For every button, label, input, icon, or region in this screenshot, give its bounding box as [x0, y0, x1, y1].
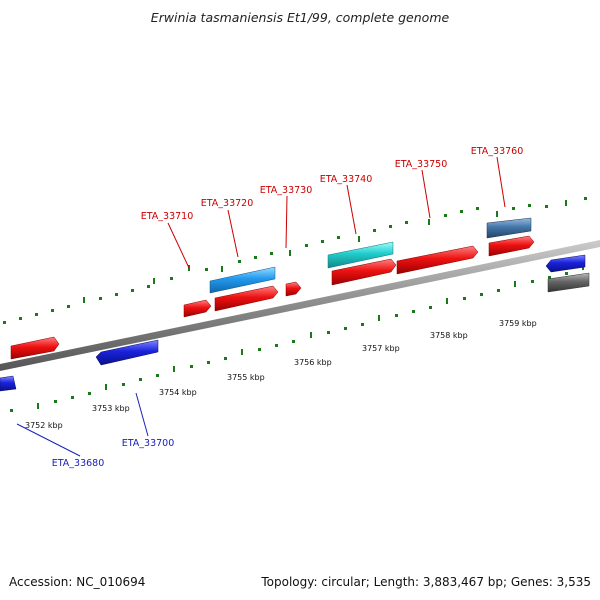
gene-arrow[interactable] [0, 375, 17, 392]
feature-block-cyan[interactable] [327, 241, 394, 269]
feature-block-gray[interactable] [547, 272, 590, 293]
accession-text: Accession: NC_010694 [9, 575, 145, 589]
feature-block-skyblue[interactable] [209, 266, 276, 294]
gene-label[interactable]: ETA_33710 [141, 211, 194, 222]
gene-label[interactable]: ETA_33740 [320, 174, 373, 185]
gene-label[interactable]: ETA_33700 [122, 438, 175, 449]
forward-tick-ring [3, 197, 587, 324]
gene-arrow[interactable] [545, 254, 586, 273]
label-leaders [16, 156, 506, 457]
gene-label[interactable]: ETA_33680 [52, 458, 105, 469]
tick-label-3759: 3759 kbp [499, 319, 537, 328]
feature-block-steel[interactable] [486, 217, 532, 239]
tick-label-3756: 3756 kbp [294, 358, 332, 367]
tick-label-3755: 3755 kbp [227, 373, 265, 382]
tick-label-3758: 3758 kbp [430, 331, 468, 340]
reverse-genes [0, 254, 586, 392]
gene-arrow[interactable] [183, 299, 212, 318]
map-title: Erwinia tasmaniensis Et1/99, complete ge… [151, 10, 450, 25]
gene-label[interactable]: ETA_33720 [201, 198, 254, 209]
other-features [209, 217, 590, 294]
gene-arrow[interactable] [95, 339, 159, 366]
gene-arrow[interactable] [396, 245, 479, 275]
gene-label[interactable]: ETA_33760 [471, 146, 524, 157]
gene-arrow[interactable] [488, 235, 535, 257]
tick-label-3757: 3757 kbp [362, 344, 400, 353]
tick-label-3753: 3753 kbp [92, 404, 130, 413]
forward-genes [10, 235, 535, 360]
gene-arrow[interactable] [285, 281, 302, 297]
gene-arrow[interactable] [10, 336, 60, 360]
tick-label-3754: 3754 kbp [159, 388, 197, 397]
genome-summary: Topology: circular; Length: 3,883,467 bp… [260, 575, 591, 589]
tick-label-3752: 3752 kbp [25, 421, 63, 430]
gene-arrow[interactable] [331, 258, 397, 286]
gene-arrow[interactable] [214, 285, 279, 312]
gene-label[interactable]: ETA_33730 [260, 185, 313, 196]
genome-backbone [0, 240, 600, 371]
scale-labels: 3752 kbp 3753 kbp 3754 kbp 3755 kbp 3756… [25, 319, 537, 430]
gene-labels: ETA_33680 ETA_33700 ETA_33710 ETA_33720 … [52, 146, 524, 469]
gene-label[interactable]: ETA_33750 [395, 159, 448, 170]
